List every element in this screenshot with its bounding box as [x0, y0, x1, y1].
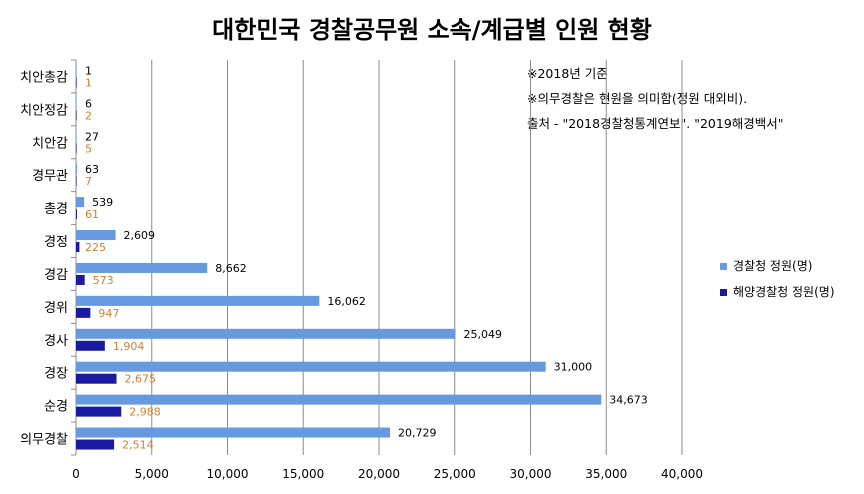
category-label: 경감: [44, 268, 68, 283]
legend-item-police: 경찰청 정원(명): [720, 257, 812, 274]
legend-swatch-coastguard: [720, 289, 727, 296]
coastguard-value-label: 7: [85, 175, 92, 188]
coastguard-bar: [76, 340, 105, 351]
coastguard-value-label: 2,988: [129, 406, 161, 419]
legend-label-coastguard: 해양경찰청 정원(명): [733, 285, 835, 299]
police-bar: [76, 262, 208, 273]
chart-title: 대한민국 경찰공무원 소속/계급별 인원 현황: [212, 16, 652, 44]
category-label: 치안총감: [20, 70, 68, 85]
x-tick-label: 15,000: [282, 467, 324, 481]
coastguard-bar: [76, 307, 91, 318]
police-value-label: 25,049: [463, 328, 502, 341]
category-label: 경무관: [32, 169, 68, 184]
x-tick-label: 5,000: [135, 467, 169, 481]
police-value-label: 1: [85, 64, 92, 77]
police-value-label: 20,729: [398, 427, 437, 440]
coastguard-value-label: 2,514: [122, 439, 154, 452]
police-bar: [76, 98, 77, 109]
coastguard-bar: [76, 406, 122, 417]
police-value-label: 63: [85, 163, 99, 176]
coastguard-value-label: 61: [85, 208, 99, 221]
police-value-label: 8,662: [215, 262, 247, 275]
category-label: 경정: [44, 235, 68, 250]
category-label: 경사: [44, 334, 68, 349]
category-label: 경장: [44, 367, 68, 382]
police-bar: [76, 230, 116, 241]
coastguard-value-label: 2: [85, 109, 92, 122]
category-label: 의무경찰: [20, 433, 68, 448]
police-bar: [76, 65, 77, 76]
police-value-label: 6: [85, 97, 92, 110]
coastguard-bar: [76, 373, 117, 384]
police-bar: [76, 164, 77, 175]
coastguard-bar: [76, 143, 77, 154]
legend-label-police: 경찰청 정원(명): [733, 259, 813, 273]
police-bar: [76, 361, 546, 372]
note-source: 출처 - "2018경찰청통계연보". "2019해경백서": [527, 116, 784, 131]
note-conscript: ※의무경찰은 현원을 의미함(정원 대외비).: [527, 91, 748, 106]
category-label: 경위: [44, 301, 68, 316]
coastguard-value-label: 5: [85, 142, 92, 155]
police-value-label: 16,062: [327, 295, 366, 308]
police-bar: [76, 131, 77, 142]
category-label: 치안정감: [20, 103, 68, 118]
x-tick-label: 20,000: [358, 467, 400, 481]
x-tick-label: 0: [72, 467, 80, 481]
legend-item-coastguard: 해양경찰청 정원(명): [720, 283, 835, 300]
coastguard-bar: [76, 110, 77, 121]
police-value-label: 27: [85, 130, 99, 143]
x-tick-label: 30,000: [510, 467, 552, 481]
police-bar: [76, 394, 602, 405]
coastguard-bar: [76, 77, 77, 88]
x-tick-label: 25,000: [434, 467, 476, 481]
category-label: 순경: [44, 400, 68, 415]
police-value-label: 31,000: [554, 361, 593, 374]
police-value-label: 34,673: [609, 394, 648, 407]
category-label: 치안감: [32, 136, 68, 151]
coastguard-bar: [76, 274, 85, 285]
police-bar: [76, 197, 85, 208]
coastguard-value-label: 1,904: [113, 340, 145, 353]
coastguard-value-label: 947: [98, 307, 119, 320]
x-tick-label: 35,000: [585, 467, 627, 481]
coastguard-value-label: 573: [93, 274, 114, 287]
police-value-label: 539: [92, 196, 113, 209]
coastguard-bar: [76, 209, 77, 220]
coastguard-bar: [76, 439, 115, 450]
coastguard-value-label: 225: [85, 241, 106, 254]
police-bar: [76, 427, 391, 438]
coastguard-bar: [76, 242, 80, 253]
category-label: 총경: [44, 202, 68, 217]
police-value-label: 2,609: [124, 229, 156, 242]
coastguard-value-label: 1: [85, 76, 92, 89]
x-tick-label: 40,000: [661, 467, 703, 481]
coastguard-bar: [76, 176, 77, 187]
police-bar: [76, 328, 456, 339]
note-base-year: ※2018년 기준: [527, 66, 608, 81]
x-tick-label: 10,000: [207, 467, 249, 481]
legend-swatch-police: [720, 263, 727, 270]
police-bar: [76, 295, 320, 306]
coastguard-value-label: 2,675: [125, 373, 156, 386]
